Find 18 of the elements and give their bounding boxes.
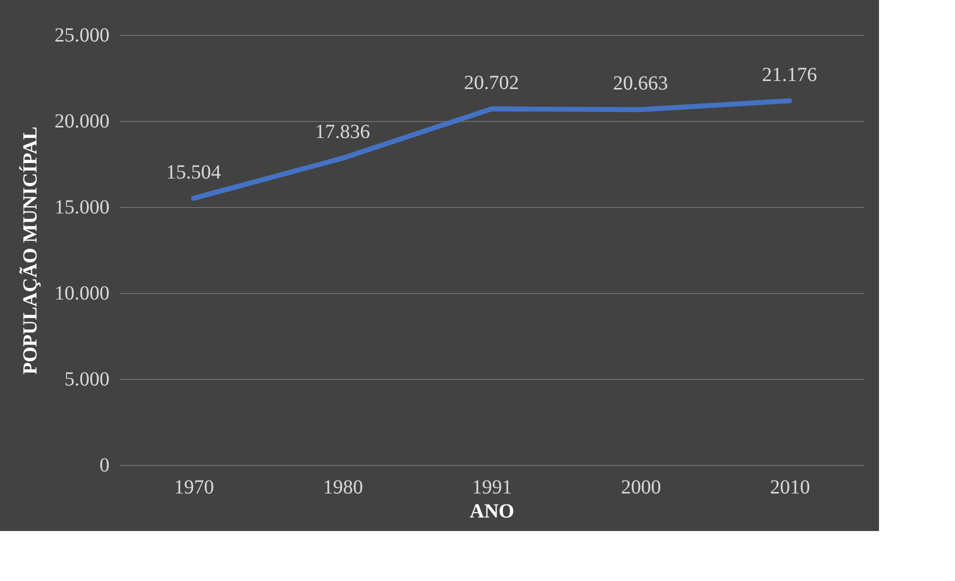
y-tick-label: 5.000 — [64, 368, 110, 390]
x-tick-label: 2010 — [770, 476, 810, 498]
data-label: 17.836 — [315, 121, 370, 144]
y-tick-label: 15.000 — [54, 196, 110, 218]
y-axis-title: POPULAÇÃO MUNICÍPAL — [18, 126, 42, 374]
y-tick-label: 25.000 — [54, 24, 110, 46]
x-tick-label: 1980 — [323, 476, 363, 498]
x-axis-title: ANO — [470, 500, 514, 522]
data-label: 20.663 — [613, 72, 668, 95]
y-tick-label: 20.000 — [54, 110, 110, 132]
data-label: 20.702 — [464, 72, 519, 94]
data-label: 15.504 — [166, 161, 221, 184]
x-tick-label: 1991 — [472, 476, 512, 498]
y-tick-label: 0 — [100, 454, 110, 476]
x-tick-label: 2000 — [621, 476, 661, 498]
data-label: 21.176 — [762, 64, 817, 86]
y-tick-label: 10.000 — [54, 282, 110, 304]
x-tick-label: 1970 — [174, 476, 214, 498]
